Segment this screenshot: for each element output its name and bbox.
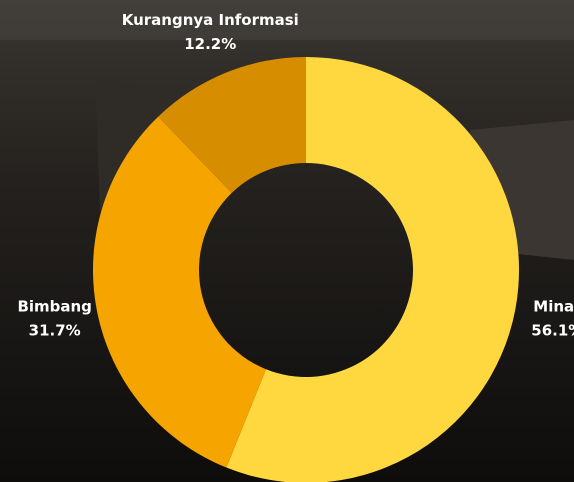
slice-label: Bimbang xyxy=(17,297,91,315)
slice-value-label: 31.7% xyxy=(29,321,81,339)
slice-value-label: 56.1% xyxy=(531,321,574,339)
chart: Minat 56.1% Bimbang 31.7% Kurangnya Informas… xyxy=(0,0,574,482)
page: {"chart_data": {"type": "donut", "catego… xyxy=(0,0,574,482)
slice-label: Kurangnya Informasi xyxy=(122,11,299,29)
slice-label: Minat xyxy=(533,297,574,315)
slice-value-label: 12.2% xyxy=(184,35,236,53)
